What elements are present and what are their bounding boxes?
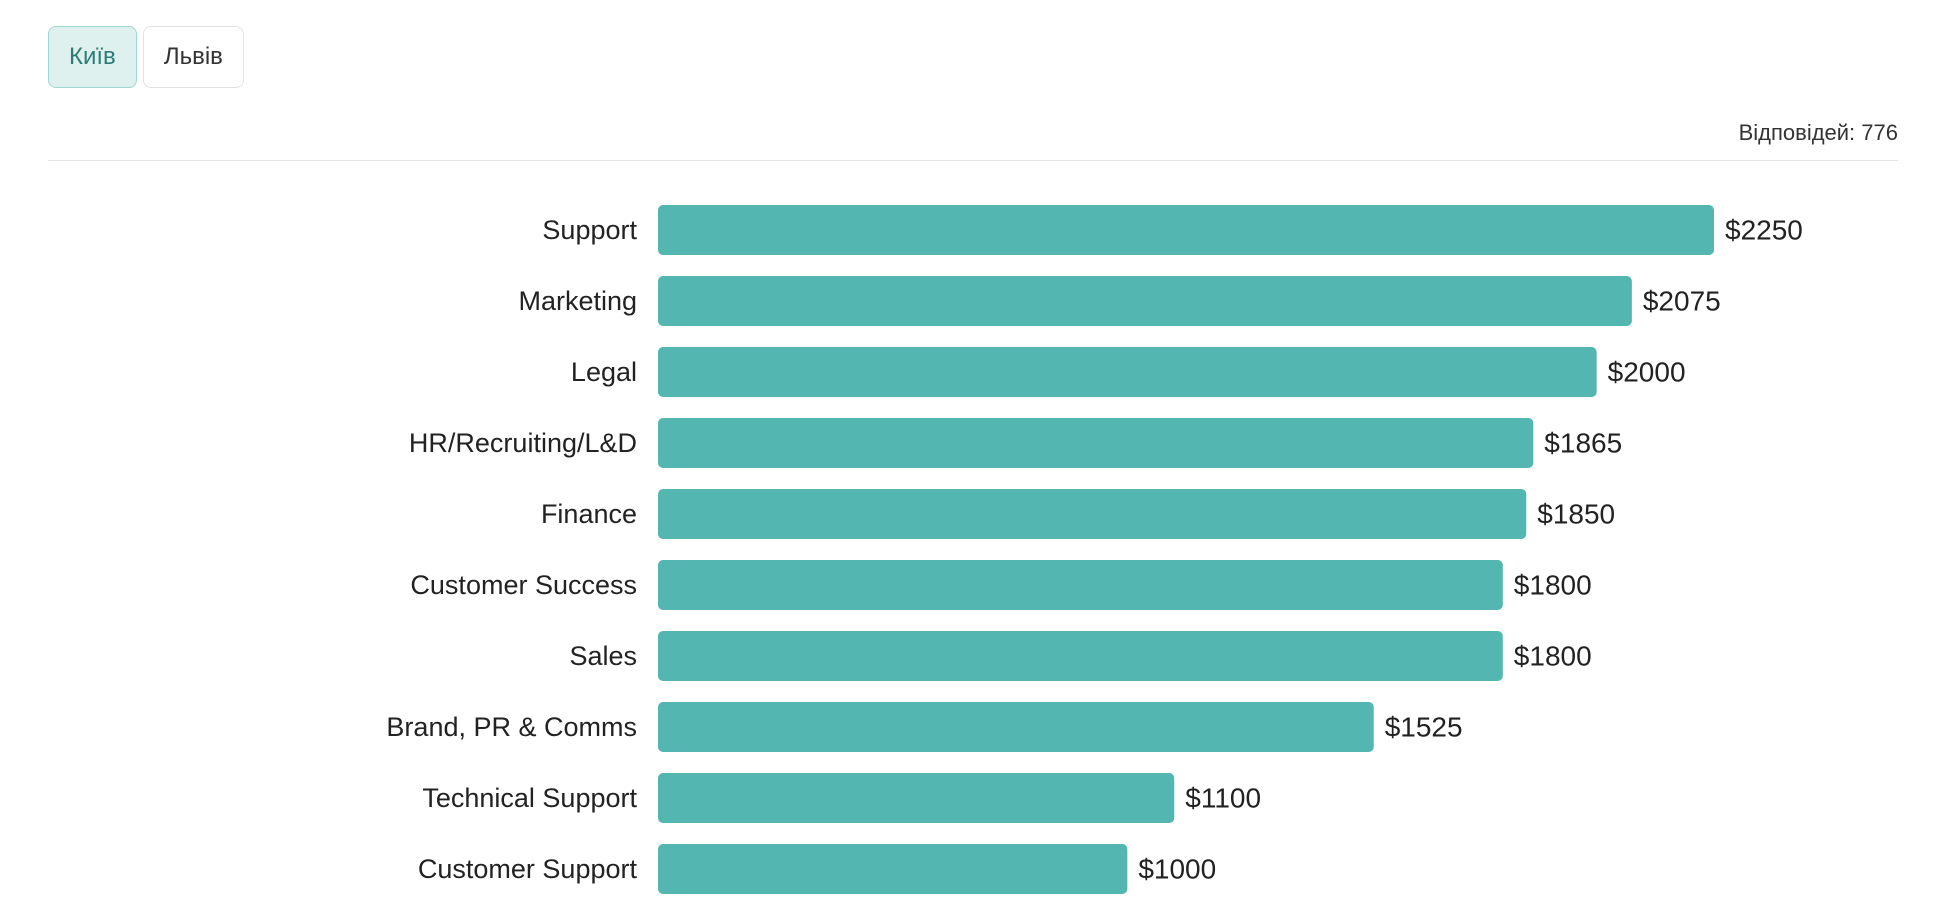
category-label: Sales: [569, 641, 637, 671]
bar: [658, 631, 1503, 681]
value-label: $2075: [1643, 286, 1721, 317]
tab-lviv[interactable]: Львів: [142, 26, 244, 88]
category-label: Customer Support: [418, 854, 638, 884]
value-label: $1100: [1185, 783, 1261, 814]
value-label: $1865: [1544, 428, 1622, 459]
tab-kyiv[interactable]: Київ: [48, 26, 137, 88]
bar: [658, 205, 1714, 255]
bar: [658, 773, 1175, 823]
value-label: $1000: [1138, 854, 1216, 885]
category-label: Technical Support: [422, 783, 637, 813]
city-tabs: Київ Львів: [48, 26, 244, 88]
category-label: Finance: [541, 499, 637, 529]
responses-count: Відповідей: 776: [1738, 120, 1898, 145]
bar: [658, 347, 1597, 397]
bar: [658, 560, 1503, 610]
category-label: Legal: [571, 357, 637, 387]
category-label: Support: [542, 215, 637, 245]
value-label: $2250: [1725, 215, 1803, 246]
bar: [658, 702, 1374, 752]
category-label: HR/Recruiting/L&D: [409, 428, 637, 458]
category-label: Marketing: [518, 286, 637, 316]
divider: [48, 160, 1898, 161]
value-label: $1800: [1514, 570, 1592, 601]
bar: [658, 489, 1527, 539]
value-label: $2000: [1608, 357, 1686, 388]
bar: [658, 844, 1128, 894]
category-label: Customer Success: [410, 570, 637, 600]
value-label: $1800: [1514, 641, 1592, 672]
value-label: $1850: [1537, 499, 1615, 530]
value-label: $1525: [1385, 712, 1463, 743]
bar: [658, 418, 1534, 468]
category-label: Brand, PR & Comms: [386, 712, 637, 742]
bar: [658, 276, 1632, 326]
